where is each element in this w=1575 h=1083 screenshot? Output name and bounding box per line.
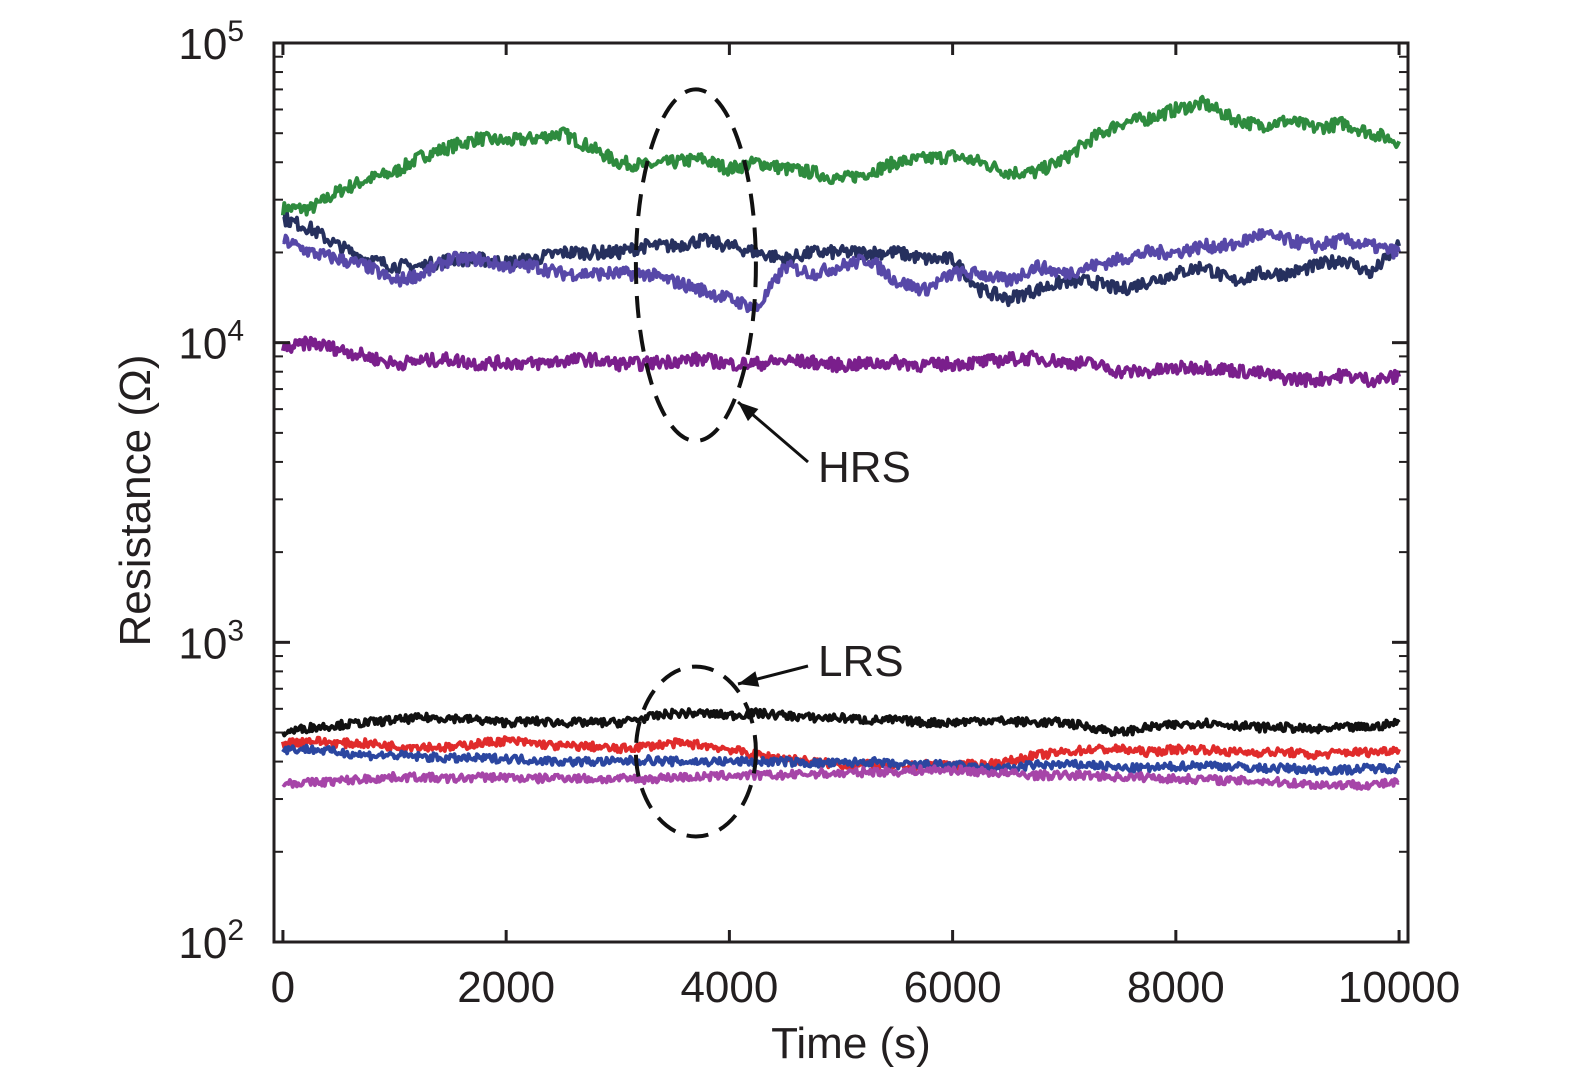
y-tick-label-base: 10 (178, 919, 227, 968)
annotation-ellipse-hrs (633, 87, 758, 443)
series-line-7 (281, 743, 1401, 776)
y-tick-label-base: 10 (178, 619, 227, 668)
y-tick-label-exponent: 5 (227, 15, 244, 48)
y-axis-title: Resistance (Ω) (111, 354, 160, 646)
series-line-6 (280, 735, 1401, 773)
series-line-3 (282, 228, 1402, 314)
y-tick-label-exponent: 2 (227, 914, 244, 947)
y-tick-label: 104 (178, 315, 244, 369)
x-tick-label: 8000 (1127, 963, 1225, 1012)
series-line-5 (281, 707, 1401, 738)
y-tick-label-base: 10 (178, 320, 227, 369)
annotation-layer: HRS LRS (633, 87, 911, 839)
x-tick-label: 2000 (457, 963, 555, 1012)
series-line-1 (280, 94, 1401, 217)
x-axis-title: Time (s) (771, 1019, 931, 1068)
x-tick-label: 4000 (680, 963, 778, 1012)
x-tick-label: 0 (271, 963, 295, 1012)
y-tick-label-base: 10 (178, 20, 227, 69)
annotation-arrowhead-lrs (738, 671, 760, 687)
y-tick-label-exponent: 4 (227, 315, 244, 348)
annotation-label-hrs: HRS (818, 443, 911, 492)
x-tick-label: 10000 (1338, 963, 1460, 1012)
annotation-ellipse-lrs (633, 664, 758, 839)
series-line-4 (280, 335, 1402, 389)
series-layer (280, 94, 1402, 791)
x-axis: 0 2000 4000 6000 8000 10000 (271, 43, 1460, 1012)
y-tick-label: 103 (178, 614, 244, 668)
y-tick-label: 105 (178, 15, 244, 69)
annotation-arrowhead-hrs (738, 402, 759, 422)
plot-area-frame (272, 41, 1410, 944)
series-line-8 (281, 764, 1400, 791)
annotation-label-lrs: LRS (818, 637, 904, 686)
y-tick-label: 102 (178, 914, 244, 968)
y-tick-label-exponent: 3 (227, 614, 244, 647)
x-tick-label: 6000 (904, 963, 1002, 1012)
